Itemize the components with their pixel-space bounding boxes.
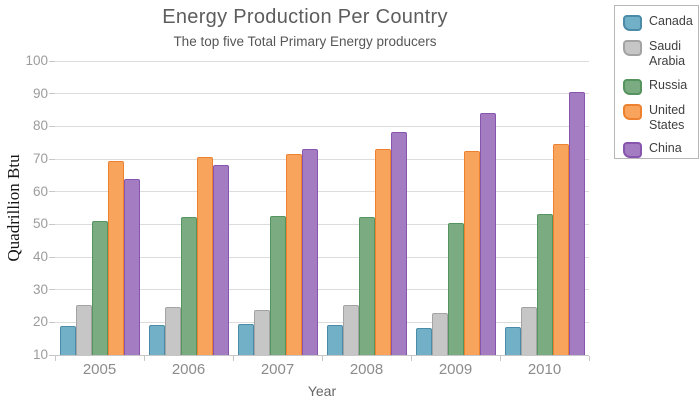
bar-united-states-2006 xyxy=(196,156,213,355)
y-tick xyxy=(49,60,55,62)
y-tick xyxy=(49,191,55,193)
y-tick-label: 80 xyxy=(32,118,48,134)
y-axis-title: Quadrillion Btu xyxy=(4,154,23,262)
legend-item-united-states: United States xyxy=(623,103,692,134)
bar-saudi-arabia-2007 xyxy=(253,310,270,355)
legend-label: China xyxy=(649,141,682,155)
y-tick xyxy=(49,158,55,160)
y-tick xyxy=(49,125,55,127)
gridline-y-80 xyxy=(55,125,589,127)
y-tick-label: 20 xyxy=(32,314,48,330)
gridline-y-90 xyxy=(55,93,589,95)
bar-canada-2007 xyxy=(237,323,254,355)
legend-item-saudi-arabia: Saudi Arabia xyxy=(623,39,692,70)
bar-united-states-2005 xyxy=(107,160,124,355)
bar-united-states-2008 xyxy=(374,148,391,355)
bar-saudi-arabia-2008 xyxy=(342,305,359,355)
y-tick xyxy=(49,256,55,258)
legend-label: Russia xyxy=(649,77,688,92)
bar-china-2006 xyxy=(212,165,229,355)
bar-russia-2008 xyxy=(358,216,375,355)
legend-item-canada: Canada xyxy=(623,14,693,31)
y-tick-label: 70 xyxy=(32,151,48,166)
x-tick xyxy=(322,356,323,361)
y-tick-label: 10 xyxy=(32,347,48,362)
x-tick xyxy=(144,356,145,361)
y-tick-label: 90 xyxy=(32,85,48,101)
legend-item-russia: Russia xyxy=(623,78,692,95)
y-tick xyxy=(49,354,55,356)
x-tick-label-2008: 2008 xyxy=(349,361,384,378)
gridline-y-20 xyxy=(55,321,589,323)
bar-united-states-2010 xyxy=(552,143,569,355)
legend-swatch-icon xyxy=(623,142,642,158)
x-tick-label-2007: 2007 xyxy=(260,361,295,378)
x-tick xyxy=(500,356,501,361)
legend-label: United States xyxy=(649,102,686,132)
bar-russia-2006 xyxy=(180,217,197,355)
bar-china-2008 xyxy=(390,131,407,355)
y-tick-label: 100 xyxy=(25,53,48,68)
x-tick xyxy=(55,356,56,361)
legend-label: Canada xyxy=(649,14,693,28)
gridline-y-60 xyxy=(55,191,589,193)
x-tick-label-2006: 2006 xyxy=(171,361,206,378)
legend-swatch-icon xyxy=(623,78,642,95)
y-tick-label: 60 xyxy=(32,183,48,199)
bar-canada-2006 xyxy=(148,324,165,355)
bar-canada-2005 xyxy=(59,325,76,355)
bar-china-2007 xyxy=(301,148,318,355)
bar-russia-2009 xyxy=(447,223,464,355)
legend-label: Saudi Arabia xyxy=(649,39,686,69)
legend-swatch-icon xyxy=(623,15,642,31)
gridline-y-50 xyxy=(55,223,589,225)
chart-subtitle: The top five Total Primary Energy produc… xyxy=(173,34,437,49)
bar-canada-2009 xyxy=(415,327,432,355)
bar-china-2010 xyxy=(568,92,585,355)
legend-swatch-icon xyxy=(623,103,642,120)
y-tick-label: 40 xyxy=(32,249,48,264)
bar-russia-2005 xyxy=(91,221,108,355)
x-tick-label-2005: 2005 xyxy=(82,361,117,378)
y-tick xyxy=(49,93,55,95)
x-tick xyxy=(589,356,590,361)
chart-title: Energy Production Per Country xyxy=(162,6,448,28)
bar-saudi-arabia-2006 xyxy=(164,306,181,355)
x-tick xyxy=(411,356,412,361)
bar-canada-2010 xyxy=(504,327,521,355)
legend-item-china: China xyxy=(623,141,692,158)
x-tick-label-2009: 2009 xyxy=(438,361,473,378)
bar-china-2009 xyxy=(479,113,496,355)
legend: Canada Saudi Arabia Russia United States Chi… xyxy=(614,5,699,159)
bar-canada-2008 xyxy=(326,325,343,355)
gridline-y-100 xyxy=(55,60,589,62)
x-tick xyxy=(233,356,234,361)
bar-china-2005 xyxy=(123,178,140,355)
y-tick-label: 50 xyxy=(32,216,48,232)
x-axis-title: Year xyxy=(307,383,337,399)
y-tick xyxy=(49,289,55,291)
chart-header: Energy Production Per Country The top fi… xyxy=(0,6,610,49)
gridline-y-70 xyxy=(55,158,589,160)
bar-saudi-arabia-2005 xyxy=(75,304,92,355)
gridline-y-30 xyxy=(55,289,589,291)
bar-saudi-arabia-2009 xyxy=(431,313,448,355)
bar-united-states-2007 xyxy=(285,154,302,355)
y-tick xyxy=(49,223,55,225)
y-tick xyxy=(49,321,55,323)
bar-russia-2007 xyxy=(269,215,286,355)
x-tick-label-2010: 2010 xyxy=(527,361,562,378)
bar-russia-2010 xyxy=(536,213,553,355)
bar-saudi-arabia-2010 xyxy=(520,306,537,355)
y-tick-label: 30 xyxy=(32,281,48,297)
gridline-y-40 xyxy=(55,256,589,258)
bar-united-states-2009 xyxy=(463,150,480,355)
legend-swatch-icon xyxy=(623,40,642,56)
plot-area xyxy=(55,60,589,356)
